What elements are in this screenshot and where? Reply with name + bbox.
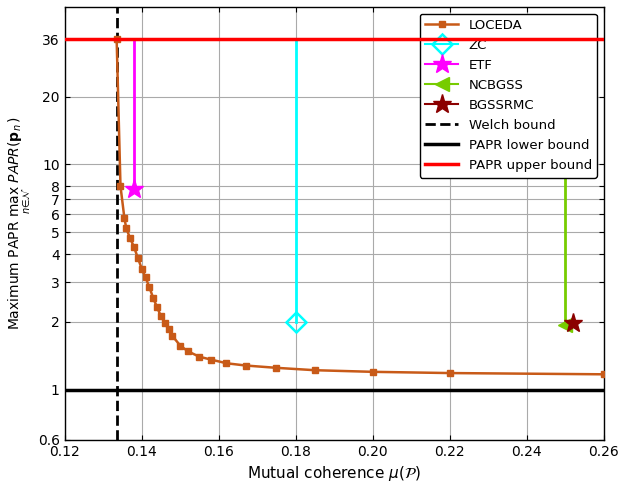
Y-axis label: Maximum PAPR $\max_{n \in \mathcal{N}}$ $PAPR(\mathbf{p}_n)$: Maximum PAPR $\max_{n \in \mathcal{N}}$ …: [7, 116, 33, 330]
LOCEDA: [138, 266, 145, 271]
LOCEDA: [207, 357, 215, 363]
X-axis label: Mutual coherence $\mu(\mathcal{P})$: Mutual coherence $\mu(\mathcal{P})$: [247, 464, 421, 483]
LOCEDA: [169, 333, 177, 339]
LOCEDA: [177, 343, 184, 348]
LOCEDA: [273, 365, 280, 371]
LOCEDA: [157, 313, 165, 319]
Line: LOCEDA: LOCEDA: [113, 36, 607, 378]
LOCEDA: [161, 320, 168, 326]
LOCEDA: [146, 284, 153, 290]
LOCEDA: [113, 36, 120, 42]
LOCEDA: [165, 326, 172, 332]
LOCEDA: [130, 244, 138, 250]
LOCEDA: [134, 255, 141, 261]
LOCEDA: [184, 348, 192, 354]
LOCEDA: [121, 215, 128, 220]
LOCEDA: [369, 369, 376, 375]
LOCEDA: [242, 363, 249, 368]
LOCEDA: [141, 274, 149, 280]
LOCEDA: [123, 225, 130, 231]
LOCEDA: [223, 360, 230, 366]
LOCEDA: [446, 370, 453, 376]
LOCEDA: [600, 371, 607, 377]
Legend: LOCEDA, ZC, ETF, NCBGSS, BGSSRMC, Welch bound, PAPR lower bound, PAPR upper boun: LOCEDA, ZC, ETF, NCBGSS, BGSSRMC, Welch …: [420, 14, 597, 178]
LOCEDA: [153, 304, 161, 310]
LOCEDA: [116, 183, 124, 189]
Welch bound: [113, 387, 120, 392]
LOCEDA: [196, 354, 203, 360]
LOCEDA: [311, 368, 319, 373]
LOCEDA: [150, 295, 157, 301]
LOCEDA: [126, 235, 134, 241]
